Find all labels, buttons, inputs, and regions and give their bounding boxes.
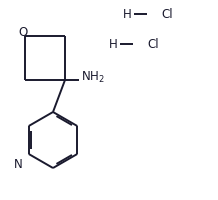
Text: Cl: Cl: [161, 7, 173, 21]
Text: O: O: [18, 25, 28, 38]
Text: Cl: Cl: [147, 38, 159, 50]
Text: NH$_2$: NH$_2$: [81, 69, 105, 85]
Text: N: N: [14, 158, 22, 171]
Text: H: H: [123, 7, 132, 21]
Text: H: H: [109, 38, 118, 50]
